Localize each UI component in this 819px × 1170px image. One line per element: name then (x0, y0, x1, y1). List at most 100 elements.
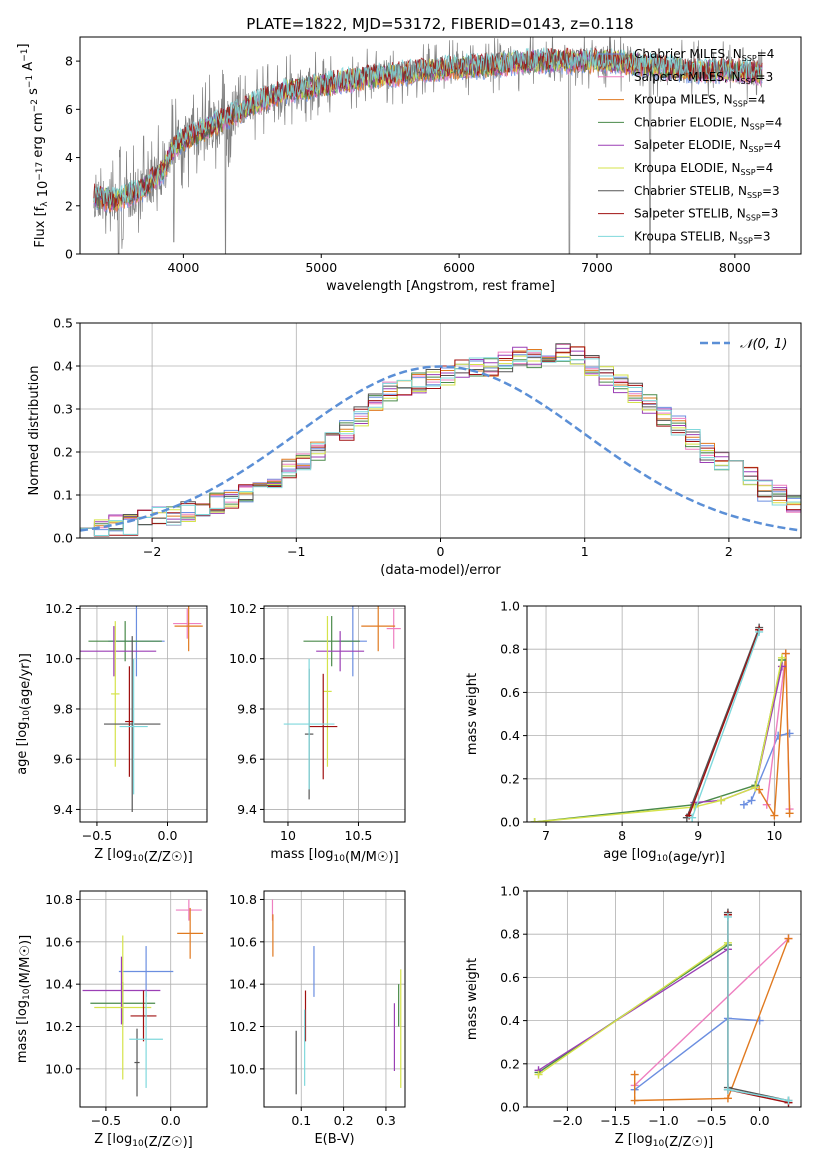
y-tick-label: 0.5 (53, 316, 73, 331)
x-tick-label: −0.5 (82, 828, 112, 843)
x-tick-label: 8000 (719, 260, 751, 275)
mass-weight-marker (777, 662, 786, 671)
y-tick-label: 0.4 (500, 728, 520, 743)
mass-vs-metallicity-panel: −0.5 0.0 10.0 10.2 10.4 10.6 10.8 Z [log10(Z/Z☉… (15, 890, 208, 1150)
y-tick-label: 1.0 (500, 599, 520, 614)
plot-area (80, 343, 801, 537)
axes-frame (79, 605, 208, 823)
y-tick-label: 0.0 (500, 1100, 520, 1115)
mass-weight-line (688, 629, 760, 816)
y-tick-label: 10.0 (45, 1061, 73, 1076)
axes-frame (263, 890, 406, 1108)
axes-frame (79, 890, 208, 1108)
x-tick-label: 1 (581, 544, 589, 559)
x-tick-label: −0.5 (696, 1113, 726, 1128)
mass-weight-line (686, 627, 760, 818)
y-tick-label: 2 (65, 198, 73, 213)
plot-area (271, 899, 402, 1095)
y-tick-label: 9.4 (53, 802, 73, 817)
y-axis-label: Flux [fλ 10−17 erg cm−2 s−1 A−1] (16, 43, 51, 247)
mass-weight-marker (747, 796, 756, 805)
normal-distribution-curve (80, 365, 801, 532)
age-vs-metallicity-panel: −0.5 0.0 9.4 9.6 9.8 10.0 10.2 Z [log10(Z/Z☉)] a… (15, 601, 208, 865)
x-tick-label: −2 (143, 544, 161, 559)
y-tick-label: 10.2 (45, 1019, 73, 1034)
y-tick-label: 0 (65, 247, 73, 262)
legend-label: Salpeter ELODIE, NSSP=4 (634, 138, 781, 154)
mass-weight-marker (785, 729, 794, 738)
y-tick-label: 10.2 (229, 1019, 257, 1034)
y-axis-label: age [log10(age/yr)] (15, 653, 33, 775)
plot-area (534, 908, 793, 1107)
x-tick-label: 6000 (443, 260, 475, 275)
mass-weight-marker (630, 1070, 639, 1079)
x-tick-label: −0.5 (91, 1113, 121, 1128)
x-tick-label: 10 (280, 828, 296, 843)
mass-weight-marker (723, 1094, 732, 1103)
x-tick-label: 7 (542, 828, 550, 843)
y-tick-label: 0.8 (500, 642, 520, 657)
legend-label: Chabrier MILES, NSSP=4 (634, 47, 774, 63)
x-tick-label: 5000 (305, 260, 337, 275)
mass-weight-vs-age-panel: 7 8 9 10 0.0 0.2 0.4 0.6 0.8 1.0 age [log10(age/yr… (465, 599, 802, 865)
mass-weight-marker (784, 934, 793, 943)
y-axis-label: mass weight (465, 673, 480, 755)
y-tick-label: 10.6 (45, 934, 73, 949)
x-tick-label: 0.1 (291, 1113, 311, 1128)
plot-area (283, 606, 401, 800)
legend-label: Salpeter STELIB, NSSP=3 (634, 207, 778, 223)
mass-weight-marker (781, 649, 790, 658)
age-vs-mass-panel: 10 10.5 9.4 9.6 9.8 10.0 10.2 mass [log10(M/M☉)… (229, 601, 406, 865)
mass-weight-line (634, 938, 790, 1102)
mass-vs-ebv-panel: 0.1 0.2 0.3 10.0 10.2 10.4 10.6 10.8 E(B-V) (229, 890, 406, 1147)
mass-weight-marker (739, 800, 748, 809)
y-tick-label: 0.3 (53, 402, 73, 417)
mass-weight-marker (717, 796, 726, 805)
x-axis-label: age [log10(age/yr)] (603, 847, 725, 865)
x-tick-label: 10 (766, 828, 782, 843)
x-axis-label: E(B-V) (314, 1132, 354, 1147)
x-tick-label: 0.2 (334, 1113, 354, 1128)
plot-area (530, 623, 794, 822)
y-tick-label: 0.2 (500, 1056, 520, 1071)
y-tick-label: 0.0 (53, 531, 73, 546)
legend-label: Salpeter MILES, NSSP=3 (634, 70, 773, 86)
mass-weight-marker (751, 783, 760, 792)
y-tick-label: 0.4 (500, 1013, 520, 1028)
y-tick-label: 9.6 (237, 752, 257, 767)
y-tick-label: 9.8 (53, 701, 73, 716)
y-tick-label: 0.8 (500, 927, 520, 942)
y-tick-label: 0.2 (53, 445, 73, 460)
x-tick-label: 0 (437, 544, 445, 559)
plot-area (93, 37, 763, 254)
mass-weight-vs-metallicity-panel: −2.0 −1.5 −1.0 −0.5 0.0 0.0 0.2 0.4 0.6 0.8 1.0 Z [… (465, 884, 802, 1150)
x-tick-label: 7000 (581, 260, 613, 275)
y-tick-label: 10.0 (229, 1061, 257, 1076)
x-axis-label: (data-model)/error (380, 563, 501, 578)
legend-label: Kroupa ELODIE, NSSP=4 (634, 161, 773, 177)
legend-label: Kroupa MILES, NSSP=4 (634, 93, 765, 109)
axes-frame (263, 605, 406, 823)
mass-weight-line (758, 653, 791, 818)
x-tick-label: 0.3 (376, 1113, 396, 1128)
spectrum-panel: 4000 5000 6000 7000 8000 0 2 4 6 8 wavelength [Ang… (16, 36, 802, 294)
plot-area (82, 899, 204, 1097)
mass-weight-line (634, 1017, 760, 1091)
mass-weight-marker (770, 811, 779, 820)
y-tick-label: 0.4 (53, 359, 73, 374)
mass-weight-line (538, 948, 729, 1071)
y-tick-label: 1.0 (500, 884, 520, 899)
y-tick-label: 4 (65, 150, 73, 165)
y-tick-label: 0.6 (500, 970, 520, 985)
mass-weight-line (727, 912, 789, 1102)
y-tick-label: 0.1 (53, 488, 73, 503)
y-tick-label: 10.4 (45, 977, 73, 992)
x-tick-label: 9 (694, 828, 702, 843)
mass-weight-line (691, 631, 760, 818)
histogram-step (80, 350, 801, 536)
y-tick-label: 10.6 (229, 934, 257, 949)
y-axis-label: Normed distribution (27, 366, 42, 496)
x-axis-label: mass [log10(M/M☉)] (270, 847, 398, 865)
plot-area (80, 606, 203, 812)
